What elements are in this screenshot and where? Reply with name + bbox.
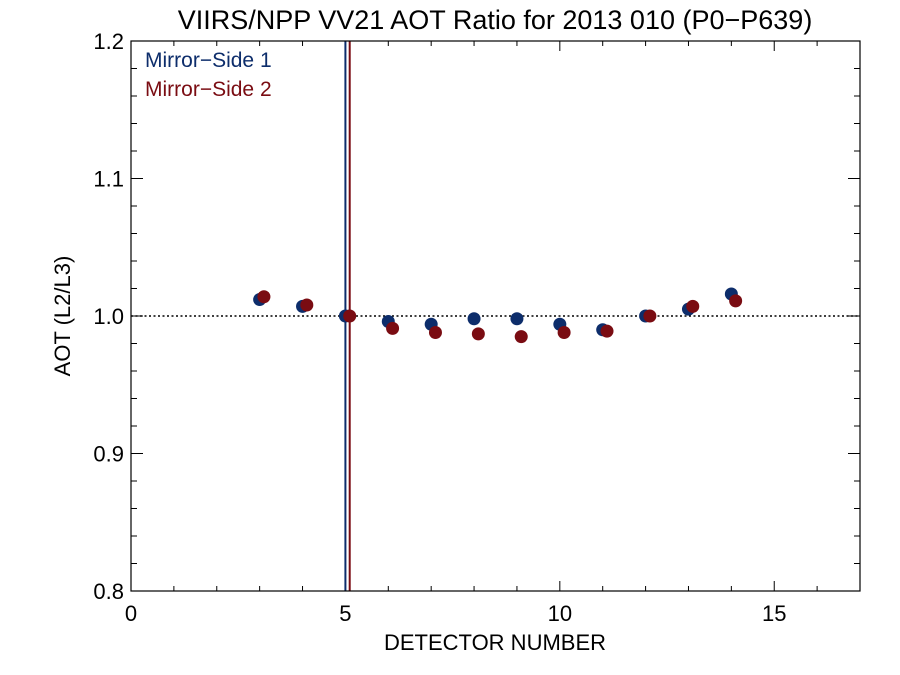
- x-axis-label: DETECTOR NUMBER: [384, 630, 606, 655]
- legend: Mirror−Side 1 Mirror−Side 2: [145, 49, 272, 101]
- data-point-series-2: [257, 290, 271, 304]
- legend-entry-mirror-side-1: Mirror−Side 1: [145, 49, 272, 72]
- data-point-series-2: [386, 321, 400, 335]
- data-point-series-2: [300, 298, 314, 312]
- data-point-series-1: [467, 312, 481, 326]
- data-point-series-2: [471, 327, 485, 341]
- data-point-series-2: [686, 299, 700, 313]
- y-tick-label: 0.9: [93, 442, 124, 467]
- x-tick-label: 15: [762, 601, 786, 626]
- x-tick-label: 0: [125, 601, 137, 626]
- x-tick-labels: 0 5 10 15: [125, 601, 787, 626]
- data-point-series-2: [343, 309, 357, 323]
- data-point-series-2: [428, 326, 442, 339]
- data-point-series-2: [600, 324, 614, 338]
- data-point-series-2: [557, 326, 571, 339]
- data-point-series-1: [510, 312, 524, 326]
- chart-title: VIIRS/NPP VV21 AOT Ratio for 2013 010 (P…: [178, 5, 813, 35]
- y-tick-label: 1.1: [93, 167, 124, 192]
- x-tick-label: 5: [339, 601, 351, 626]
- y-tick-label: 0.8: [93, 579, 124, 604]
- points-layer: [253, 287, 743, 344]
- legend-entry-mirror-side-2: Mirror−Side 2: [145, 78, 272, 101]
- data-point-series-2: [643, 309, 657, 323]
- y-tick-labels: 0.8 0.9 1.0 1.1 1.2: [93, 29, 124, 604]
- y-tick-label: 1.2: [93, 29, 124, 54]
- x-tick-label: 10: [548, 601, 572, 626]
- y-axis-label: AOT (L2/L3): [50, 256, 75, 377]
- plot-frame: [130, 40, 861, 592]
- data-point-series-2: [729, 294, 743, 308]
- y-tick-label: 1.0: [93, 304, 124, 329]
- data-point-series-2: [514, 330, 528, 344]
